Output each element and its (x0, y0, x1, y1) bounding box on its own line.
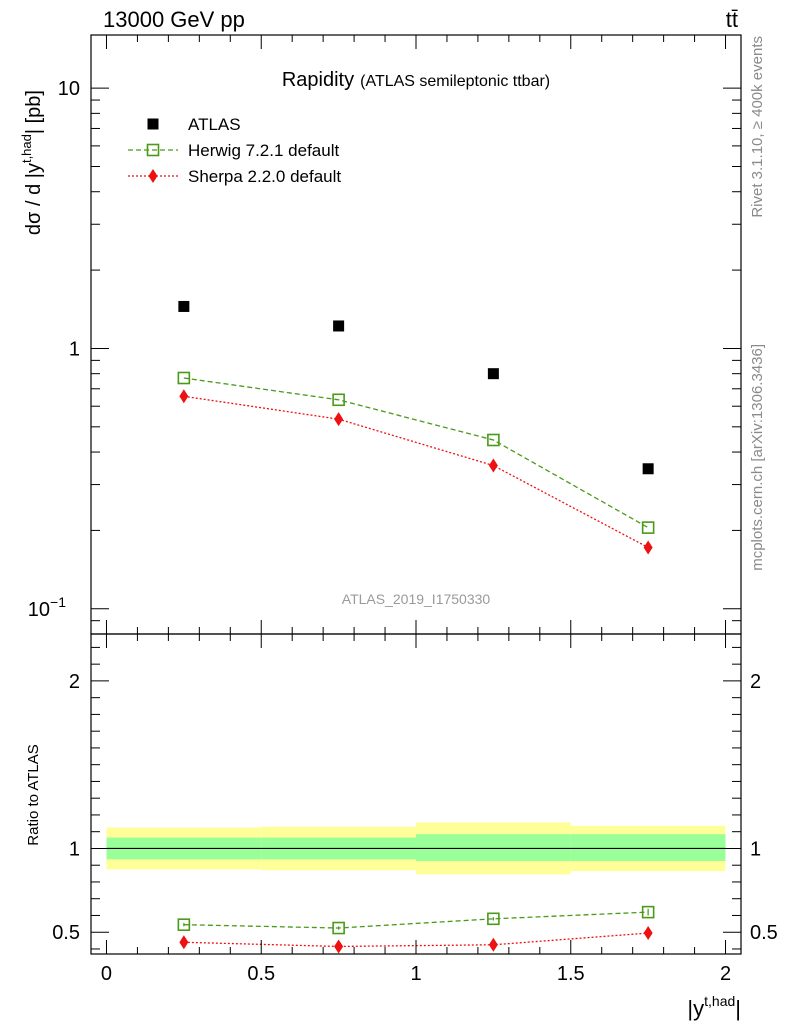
data-point (179, 389, 189, 404)
ratio-data-point (641, 905, 655, 919)
ratio-data-point (643, 926, 653, 941)
ratio-y-tick-label-right: 0.5 (750, 922, 778, 944)
data-point (487, 368, 499, 380)
data-point (178, 300, 190, 312)
analysis-watermark: ATLAS_2019_I1750330 (342, 591, 491, 607)
ratio-y-axis-label: Ratio to ATLAS (25, 744, 42, 845)
data-point (642, 463, 654, 475)
x-tick-label: 0.5 (247, 963, 275, 985)
legend-entry: Herwig 7.2.1 default (188, 141, 339, 160)
chart-subtitle: (ATLAS semileptonic ttbar) (360, 73, 550, 90)
legend-entry: Sherpa 2.2.0 default (188, 167, 341, 186)
chart-title-main: Rapidity (282, 69, 354, 91)
data-point (488, 458, 498, 473)
data-point (487, 433, 500, 447)
legend-marker (147, 118, 159, 130)
y-tick-label: 10 (58, 78, 80, 100)
ratio-data-point (334, 939, 344, 954)
x-tick-label: 1.5 (557, 963, 585, 985)
stat-uncertainty-band (416, 834, 571, 862)
data-point (177, 371, 191, 385)
ratio-data-point (177, 918, 191, 931)
ratio-data-point (332, 921, 345, 935)
x-label-base: |y (687, 996, 704, 1021)
data-point (641, 521, 655, 534)
process-label: tt̄ (726, 7, 738, 32)
main-y-label-sup: t,had (19, 134, 34, 163)
legend-marker (146, 143, 160, 157)
ratio-y-tick-label-right: 1 (750, 838, 761, 860)
ratio-y-tick-label: 1 (69, 838, 80, 860)
main-y-label-tail: | [pb] (23, 90, 45, 134)
data-point (643, 540, 653, 555)
data-point (334, 412, 344, 427)
x-label-tail: | (735, 996, 741, 1021)
x-tick-label: 0 (101, 963, 112, 985)
main-y-axis-label: dσ / d |yt,had| [pb] (19, 90, 45, 235)
ratio-y-tick-label: 2 (69, 671, 80, 693)
mcplots-label: mcplots.cern.ch [arXiv:1306.3436] (749, 344, 766, 571)
ratio-data-point (487, 912, 500, 926)
y-tick-label: 10−1 (28, 594, 66, 621)
data-point (333, 320, 345, 332)
legend-marker (148, 169, 158, 183)
stat-uncertainty-band (570, 834, 726, 862)
data-point (332, 393, 345, 407)
ratio-y-tick-label-right: 2 (750, 671, 761, 693)
y-tick-label: 1 (69, 338, 80, 360)
x-tick-label: 2 (720, 963, 731, 985)
series-line (183, 377, 649, 529)
ratio-data-point (179, 935, 189, 950)
rivet-label: Rivet 3.1.10, ≥ 400k events (749, 36, 766, 218)
legend-entry: ATLAS (188, 115, 241, 134)
ratio-panel (106, 822, 726, 954)
x-tick-label: 1 (410, 963, 421, 985)
main-panel (177, 300, 655, 555)
ratio-y-tick-label: 0.5 (52, 922, 80, 944)
x-label-sup: t,had (704, 993, 735, 1009)
energy-label: 13000 GeV pp (103, 7, 245, 32)
main-y-label-base: dσ / d |y (23, 163, 45, 235)
chart-title: Rapidity (ATLAS semileptonic ttbar) (282, 69, 550, 91)
x-axis-label: |yt,had| (687, 993, 741, 1021)
ratio-data-point (488, 937, 498, 952)
ratio-series-line (183, 911, 649, 929)
series-line (183, 395, 649, 549)
